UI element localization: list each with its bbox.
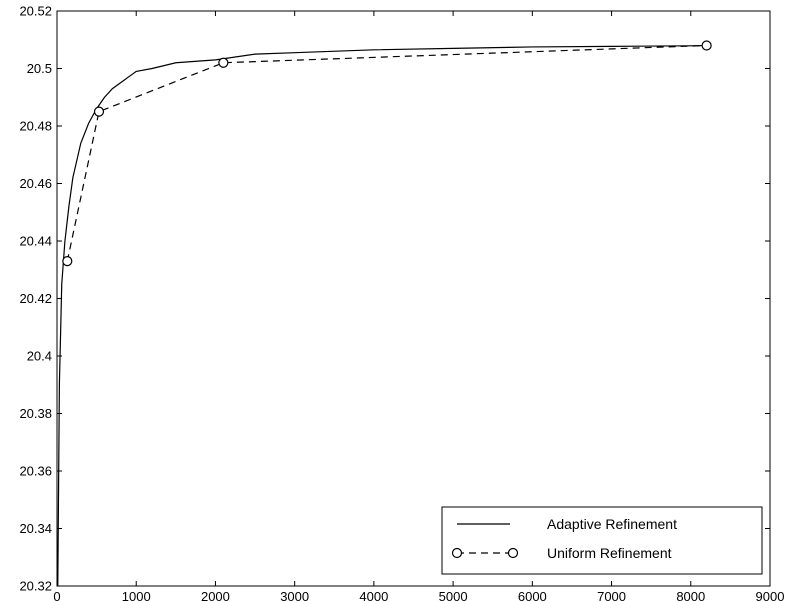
x-tick-label: 3000 [280,589,309,601]
y-tick-label: 20.42 [19,291,52,306]
data-point [62,256,73,267]
legend-marker-uniform-left [451,547,463,559]
y-tick-label: 20.46 [19,176,52,191]
series-line-adaptive [57,44,707,587]
x-tick-label: 5000 [439,589,468,601]
x-tick-label: 0 [53,589,60,601]
y-tick-label: 20.36 [19,464,52,479]
data-point [701,40,712,51]
x-tick-label: 1000 [122,589,151,601]
legend-box [441,506,763,575]
x-tick-label: 7000 [597,589,626,601]
axis-ticks: 0 1000 2000 3000 4000 5000 6000 7000 8000 9000 20.… [19,4,784,601]
legend-label-uniform: Uniform Refinement [547,545,672,561]
y-tick-label: 20.32 [19,579,52,594]
legend: Adaptive Refinement Uniform Refinement [441,506,763,575]
y-tick-label: 20.5 [27,61,52,76]
series-layer [57,40,712,587]
y-tick-label: 20.38 [19,406,52,421]
y-tick-label: 20.4 [27,349,52,364]
x-tick-label: 4000 [359,589,388,601]
y-tick-label: 20.52 [19,4,52,19]
x-tick-label: 8000 [676,589,705,601]
legend-marker-uniform-right [507,547,519,559]
data-point [93,106,105,117]
x-tick-label: 2000 [201,589,230,601]
data-point [218,57,229,68]
series-line-uniform [66,44,707,262]
y-tick-label: 20.44 [19,234,52,249]
plot-area [56,10,771,587]
y-tick-label: 20.34 [19,521,52,536]
x-tick-label: 6000 [518,589,547,601]
y-tick-label: 20.48 [19,119,52,134]
legend-label-adaptive: Adaptive Refinement [547,516,677,532]
x-tick-label: 9000 [756,589,785,601]
